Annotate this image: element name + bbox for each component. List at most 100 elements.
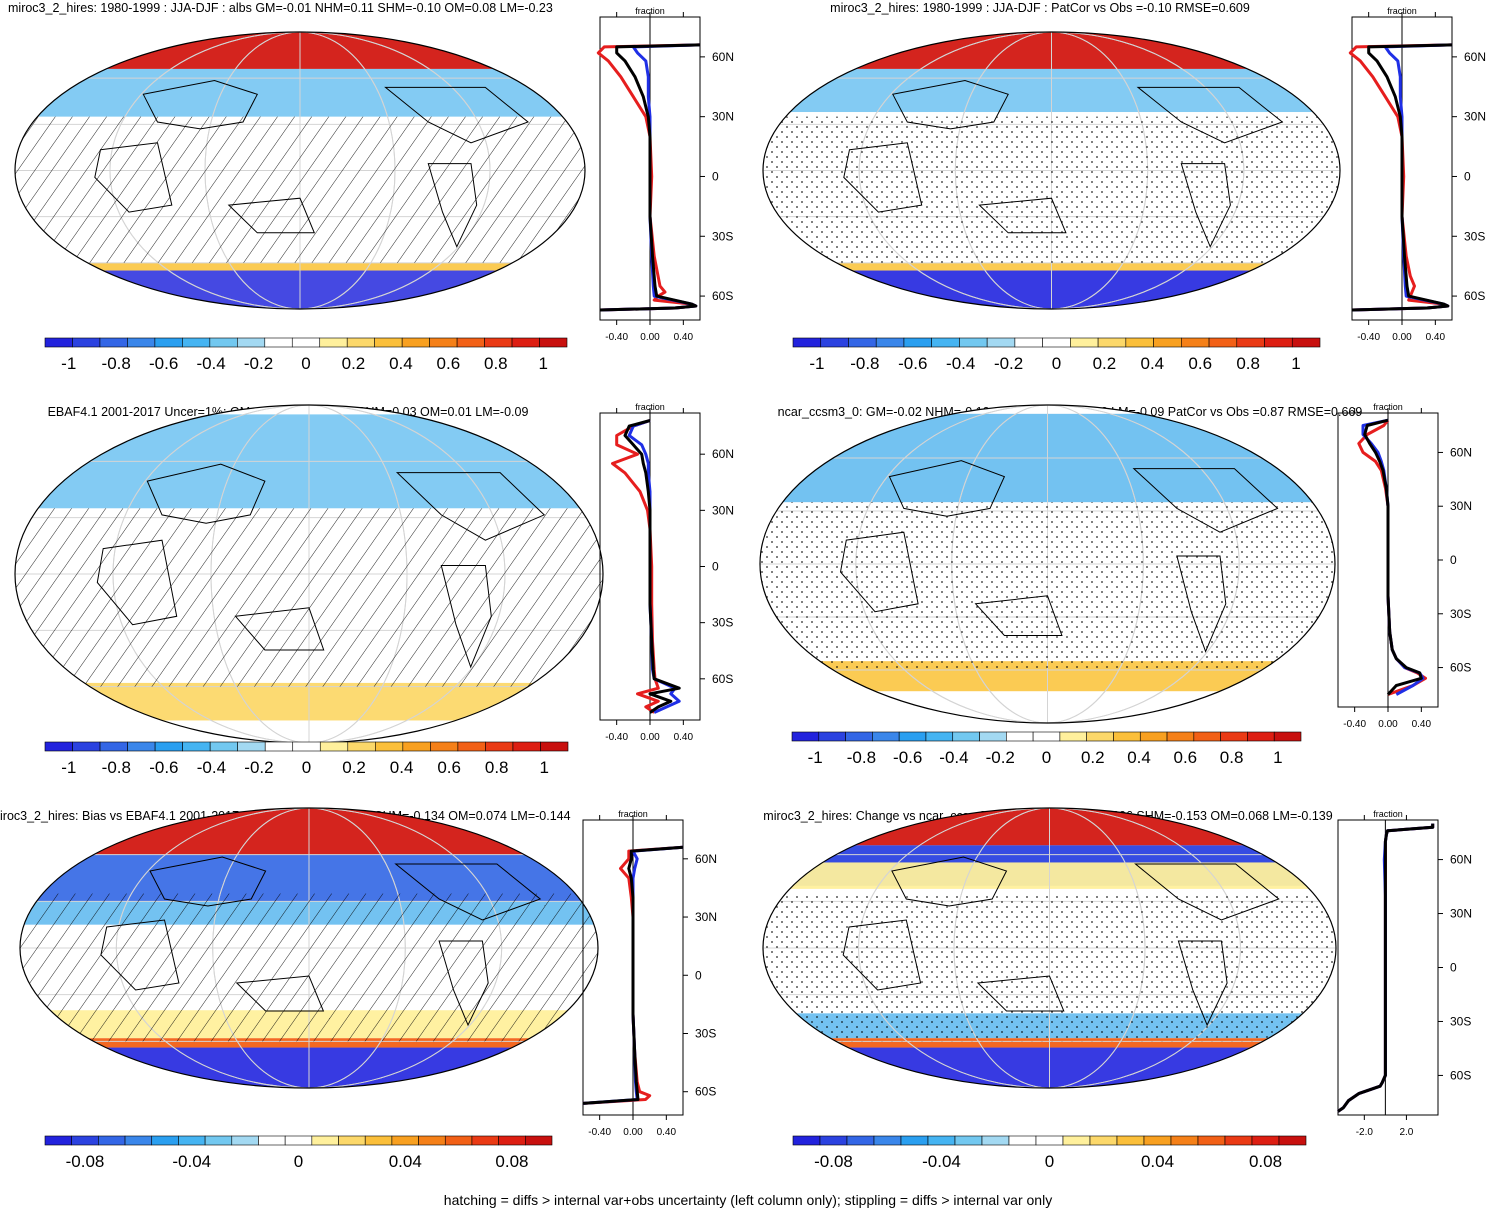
footer-note: hatching = diffs > internal var+obs unce… — [444, 1192, 1052, 1208]
colorbar-bin — [457, 741, 486, 752]
colorbar-bin — [44, 337, 73, 348]
x-tick-label: -0.40 — [588, 1127, 611, 1138]
colorbar-bin — [456, 337, 485, 348]
zonal-plot: fraction -2.0 2.0 60N 30N 0 30S 60S — [1337, 809, 1472, 1138]
colorbar-tick-label: 0 — [1045, 1152, 1054, 1171]
colorbar-tick-label: 0.04 — [1141, 1152, 1174, 1171]
colorbar-bin — [1278, 1135, 1307, 1146]
colorbar-tick-label: -0.08 — [66, 1152, 105, 1171]
zonal-series-line — [599, 43, 701, 312]
colorbar-bin — [484, 337, 513, 348]
colorbar-tick-label: 0 — [1042, 748, 1051, 767]
y-tick-label: 30S — [712, 616, 733, 630]
colorbar-tick-label: 0.2 — [1081, 748, 1105, 767]
colorbar-bin — [925, 731, 954, 742]
colorbar-bin — [99, 337, 128, 348]
colorbar-bin — [1035, 1135, 1064, 1146]
colorbar-tick-label: -0.04 — [172, 1152, 211, 1171]
x-tick-label: -2.0 — [1356, 1127, 1374, 1138]
colorbar-bin — [498, 1135, 526, 1146]
y-tick-label: 60S — [1450, 661, 1471, 675]
colorbar-tick-label: 0 — [302, 758, 311, 777]
colorbar-bin — [1086, 731, 1114, 742]
colorbar-bin — [364, 1135, 393, 1146]
colorbar-bin — [848, 337, 877, 348]
zonal-plot: fraction -0.40 0.00 0.40 60N 30N 0 30S 60S — [1337, 402, 1472, 730]
y-tick-label: 0 — [712, 560, 719, 574]
map-outline — [762, 807, 1337, 1089]
colorbar-bin — [1116, 1135, 1145, 1146]
colorbar-bin — [1032, 731, 1061, 742]
colorbar-bin — [127, 741, 156, 752]
colorbar-bin — [512, 741, 541, 752]
colorbar-bin — [291, 337, 321, 348]
colorbar-bin — [540, 741, 569, 752]
colorbar-bin — [209, 337, 238, 348]
map — [20, 808, 598, 1088]
panel-p2: miroc3_2_hires: 1980-1999 : JJA-DJF : Pa… — [762, 1, 1486, 373]
y-tick-label: 0 — [695, 968, 702, 982]
colorbar-bin — [959, 337, 988, 348]
colorbar-bin — [231, 1135, 259, 1146]
colorbar-bin — [1166, 731, 1195, 742]
colorbar-tick-label: 0 — [294, 1152, 303, 1171]
zonal-plot: fraction -0.40 0.00 0.40 60N 30N 0 30S 60S — [599, 402, 734, 743]
colorbar-tick-label: -0.8 — [850, 354, 879, 373]
colorbar-bin — [875, 337, 905, 348]
panel-p3: EBAF4.1 2001-2017 Uncer=1%: GM=-0.02 NHM… — [14, 402, 734, 777]
colorbar-tick-label: 0.08 — [1249, 1152, 1282, 1171]
colorbar-bin — [872, 731, 900, 742]
zonal-axis-title: fraction — [1373, 402, 1403, 412]
colorbar-tick-label: 0.8 — [1236, 354, 1260, 373]
colorbar: -1 -0.8 -0.6 -0.4 -0.2 0 0.2 0.4 0.6 0.8 1 — [792, 337, 1321, 373]
colorbar-bin — [1224, 1135, 1253, 1146]
colorbar-bin — [845, 731, 873, 742]
y-tick-label: 30S — [712, 229, 733, 243]
y-tick-label: 30N — [1450, 907, 1472, 921]
y-tick-label: 0 — [712, 169, 719, 183]
colorbar-tick-label: -0.8 — [847, 748, 876, 767]
colorbar-bin — [1247, 731, 1275, 742]
map — [763, 32, 1340, 309]
colorbar-tick-label: -0.4 — [939, 748, 968, 767]
colorbar-bin — [1143, 1135, 1172, 1146]
y-tick-label: 30S — [1464, 229, 1485, 243]
colorbar-bin — [846, 1135, 875, 1146]
colorbar-bin — [374, 337, 403, 348]
colorbar-bin — [98, 1135, 126, 1146]
colorbar-bin — [444, 1135, 473, 1146]
y-tick-label: 60S — [695, 1085, 716, 1099]
colorbar-bin — [338, 1135, 366, 1146]
colorbar-bin — [237, 741, 266, 752]
colorbar-tick-label: 0 — [301, 354, 310, 373]
x-tick-label: 0.40 — [657, 1127, 677, 1138]
x-tick-label: 2.0 — [1399, 1127, 1413, 1138]
colorbar-bin — [1236, 337, 1265, 348]
map-outline — [759, 404, 1336, 724]
colorbar-bin — [1059, 731, 1087, 742]
colorbar-bin — [1251, 1135, 1280, 1146]
colorbar-bin — [1139, 731, 1168, 742]
colorbar-tick-label: 0.2 — [342, 758, 366, 777]
panel-p5: iroc3_2_hires: Bias vs EBAF4.1 2001-2017… — [0, 807, 717, 1171]
x-tick-label: -0.40 — [605, 332, 628, 343]
colorbar-bin — [154, 741, 183, 752]
colorbar-bin — [511, 337, 540, 348]
colorbar-tick-label: -0.6 — [149, 354, 178, 373]
zonal-axis-title: fraction — [635, 402, 665, 412]
colorbar-bin — [1220, 731, 1248, 742]
colorbar-bin — [44, 1135, 72, 1146]
colorbar-tick-label: 0.4 — [389, 354, 413, 373]
colorbar-bin — [1181, 337, 1210, 348]
colorbar-bin — [347, 741, 376, 752]
colorbar-tick-label: 1 — [539, 758, 548, 777]
y-tick-label: 30N — [1450, 499, 1472, 513]
zonal-series-line — [1337, 823, 1435, 1113]
colorbar-tick-label: 0.4 — [1127, 748, 1151, 767]
colorbar-bin — [319, 741, 349, 752]
colorbar-tick-label: -0.4 — [946, 354, 975, 373]
zonal-series-line — [1357, 419, 1427, 696]
colorbar-tick-label: -0.2 — [986, 748, 1015, 767]
colorbar-bin — [791, 731, 820, 742]
